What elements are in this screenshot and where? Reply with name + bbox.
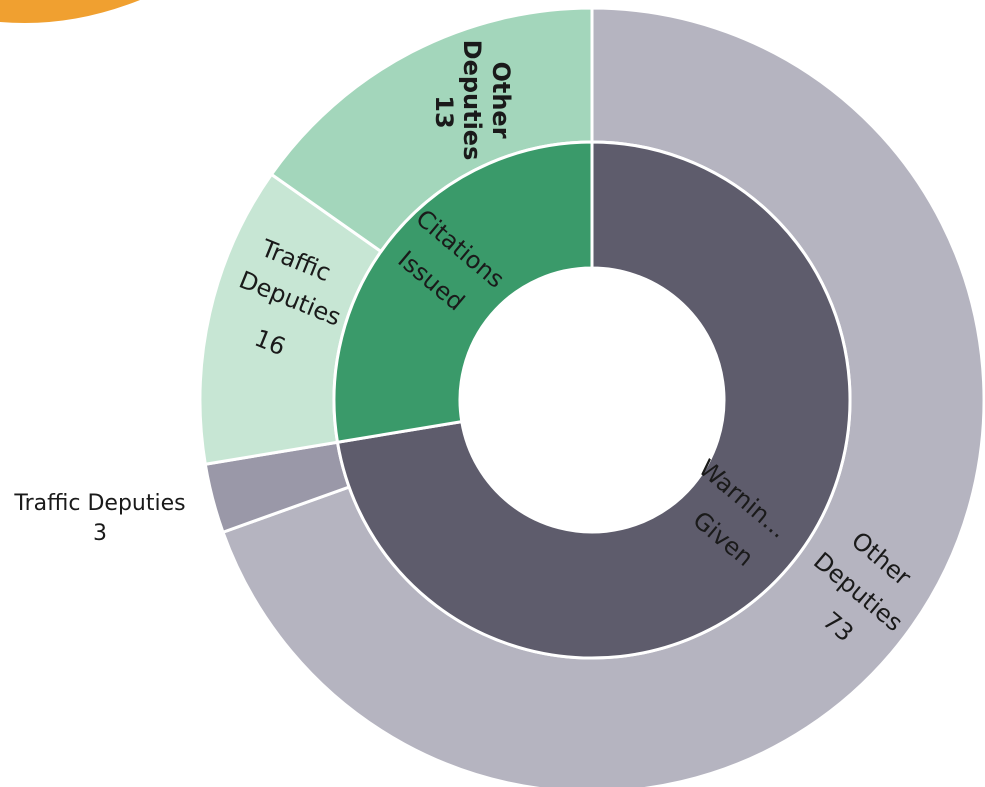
outer-label-traffic-warnings-line1: Traffic Deputies: [13, 491, 185, 516]
orange-corner-shape: [0, 0, 140, 24]
center-hole: [460, 268, 724, 532]
outer-label-other-citations-line1: Other: [487, 61, 515, 138]
outer-ring: [198, 6, 985, 787]
outer-label-traffic-warnings-value: 3: [93, 521, 107, 546]
outer-label-other-citations-value: 13: [430, 95, 458, 128]
outer-label-other-citations-line2: Deputies: [458, 40, 486, 161]
